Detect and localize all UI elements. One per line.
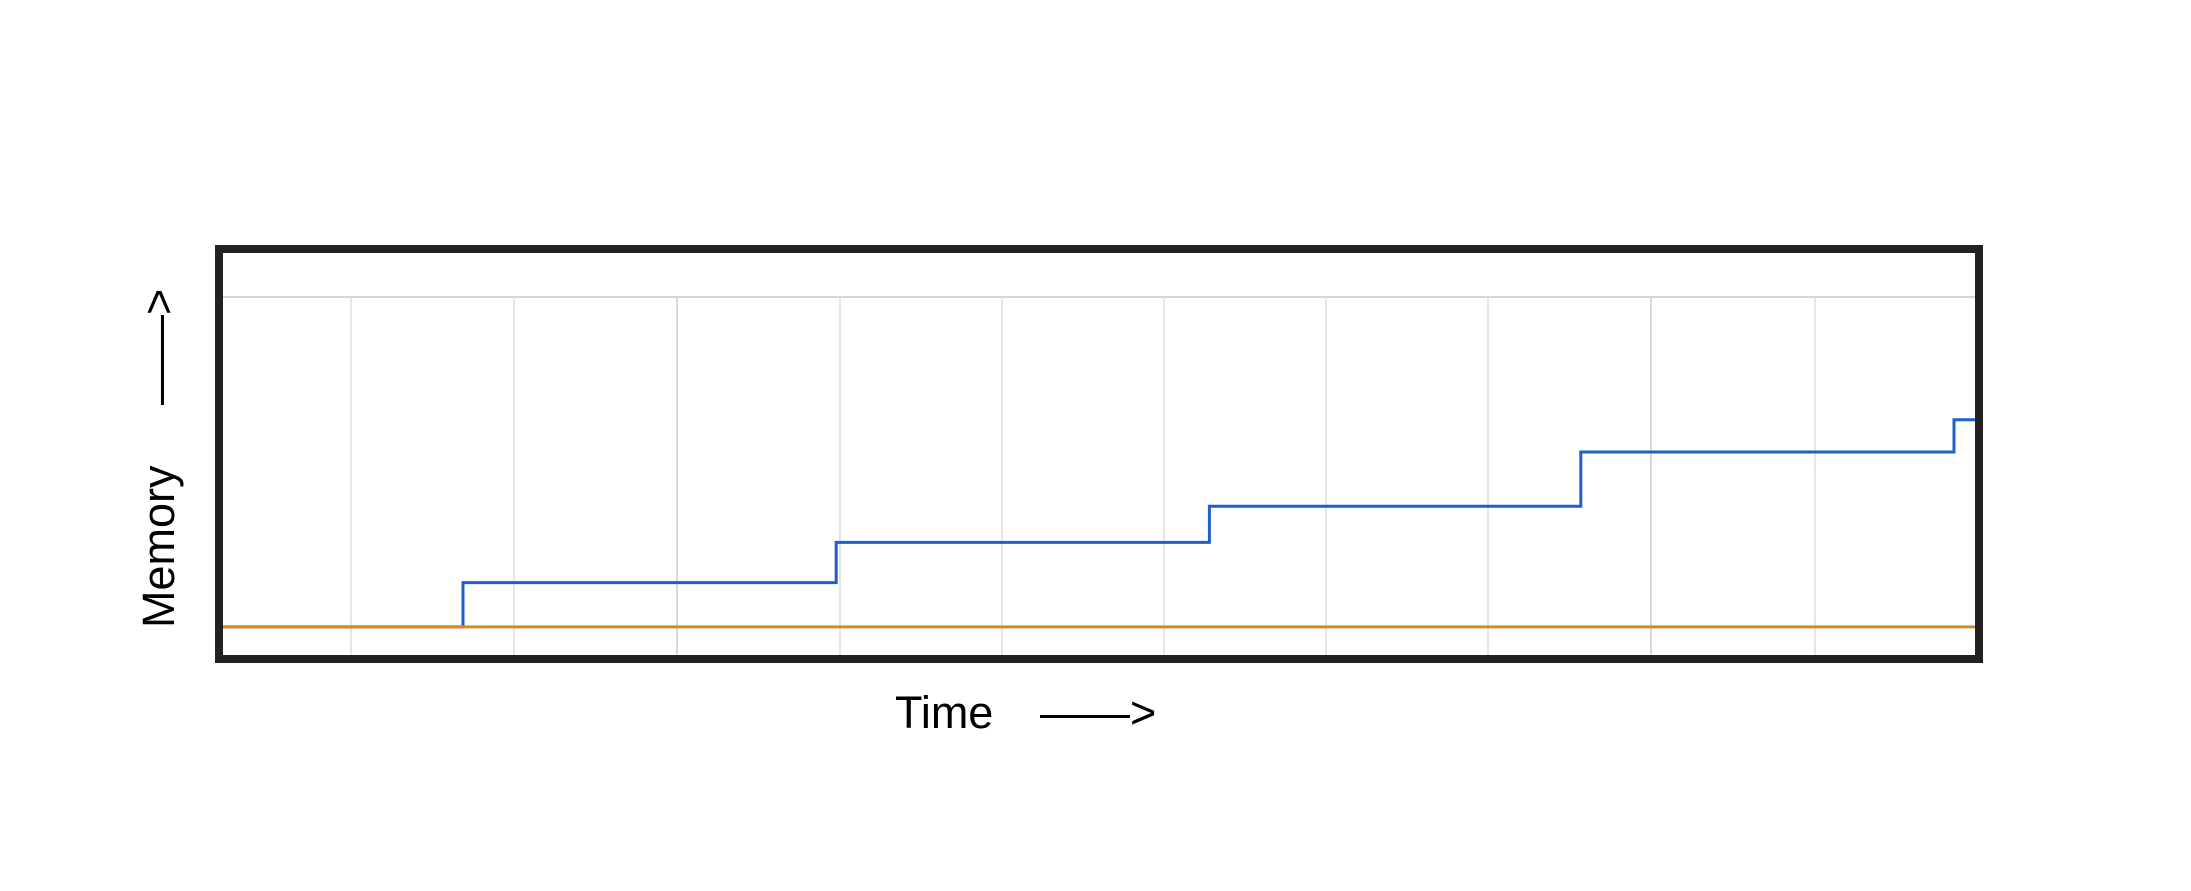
y-axis-arrow: ——>	[133, 289, 184, 405]
grid-lines	[223, 296, 1975, 655]
y-axis-label: Memory	[133, 465, 184, 628]
x-axis-label: Time	[895, 687, 993, 738]
series-line-1	[223, 418, 1975, 629]
plot-area-frame	[215, 245, 1983, 663]
series-lines	[223, 418, 1975, 629]
x-axis-arrow: ——>	[1040, 687, 1156, 738]
